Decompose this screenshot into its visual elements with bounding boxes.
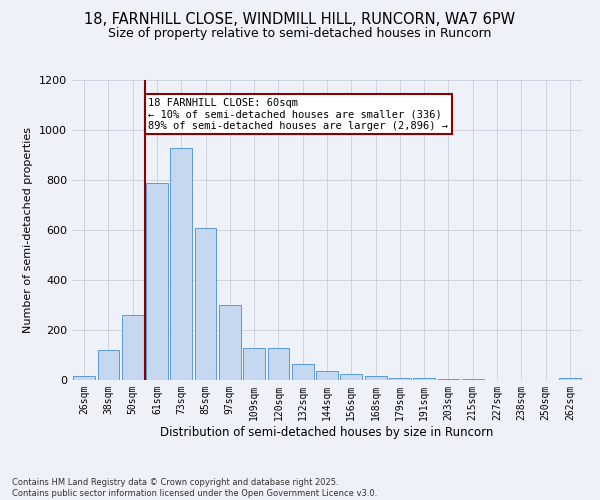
Text: 18, FARNHILL CLOSE, WINDMILL HILL, RUNCORN, WA7 6PW: 18, FARNHILL CLOSE, WINDMILL HILL, RUNCO… (85, 12, 515, 28)
Bar (146, 182, 168, 380)
Bar (122, 315, 143, 380)
Bar (389, 378, 411, 380)
Bar (292, 364, 314, 380)
Text: 18 FARNHILL CLOSE: 60sqm
← 10% of semi-detached houses are smaller (336)
89% of : 18 FARNHILL CLOSE: 60sqm ← 10% of semi-d… (149, 98, 449, 130)
Bar (194, 228, 217, 380)
Bar (340, 374, 362, 380)
Bar (73, 376, 95, 380)
Text: Contains HM Land Registry data © Crown copyright and database right 2025.
Contai: Contains HM Land Registry data © Crown c… (12, 478, 377, 498)
Bar (462, 379, 484, 380)
Y-axis label: Number of semi-detached properties: Number of semi-detached properties (23, 127, 34, 333)
Bar (170, 148, 192, 380)
Bar (437, 379, 460, 380)
Bar (413, 378, 435, 380)
Bar (268, 348, 289, 380)
Bar (219, 305, 241, 380)
Text: Size of property relative to semi-detached houses in Runcorn: Size of property relative to semi-detach… (109, 28, 491, 40)
Bar (316, 370, 338, 380)
X-axis label: Distribution of semi-detached houses by size in Runcorn: Distribution of semi-detached houses by … (160, 426, 494, 438)
Bar (97, 350, 119, 380)
Bar (559, 378, 581, 380)
Bar (243, 348, 265, 380)
Bar (365, 376, 386, 380)
